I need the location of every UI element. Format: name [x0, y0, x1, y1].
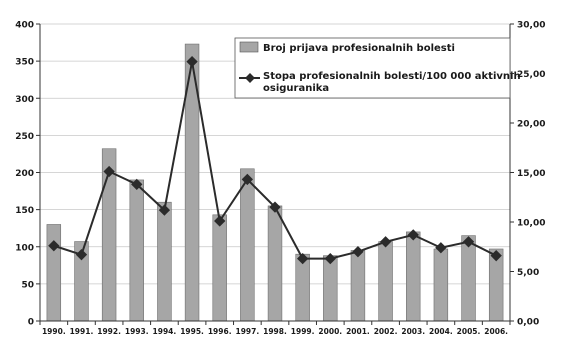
x-tick-label: 1998.: [263, 327, 287, 336]
line-point: [186, 55, 198, 68]
legend-label-bars: Broj prijava profesionalnih bolesti: [263, 43, 455, 54]
bar: [461, 235, 476, 322]
x-tick-label: 2000.: [318, 327, 342, 336]
x-tick-label: 1997.: [235, 327, 259, 336]
bar: [406, 231, 421, 322]
line-point: [214, 215, 226, 227]
line-series: [48, 55, 502, 265]
x-tick-label: 1996.: [208, 327, 232, 336]
right-tick-label: 10,00: [517, 219, 545, 229]
line-point: [296, 252, 309, 265]
left-tick-label: 400: [15, 21, 34, 31]
x-tick-label: 2005.: [457, 327, 481, 336]
left-tick-label: 250: [15, 132, 34, 142]
legend-box: [234, 37, 511, 99]
x-tick-label: 1992.: [97, 327, 121, 336]
line-point: [462, 236, 475, 248]
legend-line-marker: [245, 73, 255, 83]
line-point: [158, 204, 171, 216]
right-tick-label: 20,00: [517, 120, 545, 130]
bar: [378, 241, 393, 322]
right-tick-label: 5,00: [517, 268, 539, 278]
x-tick-label: 2001.: [346, 327, 370, 336]
bar: [350, 250, 366, 322]
line-point: [324, 252, 336, 265]
right-tick-label: 15,00: [517, 169, 545, 179]
left-tick-label: 100: [15, 243, 34, 253]
legend-bar-swatch: [239, 41, 259, 53]
right-tick-label: 25,00: [517, 70, 545, 80]
line-point: [269, 201, 281, 213]
line-point: [131, 178, 143, 191]
left-tick-label: 350: [15, 58, 34, 68]
legend-label-line: Stopa profesionalnih bolesti/100 000 akt…: [263, 71, 521, 82]
line-point: [407, 229, 419, 241]
x-tick-label: 2006.: [484, 327, 508, 336]
x-tick-label: 1993.: [125, 327, 149, 336]
tick-labels: 0 50 100 150 200 250 300 350 400 0,00 5,00 10,00 15,…: [15, 21, 545, 337]
bar: [157, 201, 172, 322]
x-tick-label: 2002.: [374, 327, 398, 336]
left-tick-label: 0: [28, 318, 34, 328]
bar: [267, 205, 283, 322]
x-tick-label: 1999.: [291, 327, 315, 336]
left-tick-label: 300: [15, 95, 34, 105]
right-tick-label: 0,00: [517, 318, 539, 328]
x-tick-label: 1995.: [180, 327, 204, 336]
x-tick-label: 2003.: [401, 327, 425, 336]
line-point: [48, 240, 60, 252]
line-point: [435, 242, 447, 254]
x-tick-label: 1990.: [42, 327, 66, 336]
line-point: [352, 246, 364, 258]
line-point: [490, 250, 502, 262]
left-tick-label: 200: [15, 169, 34, 179]
bar: [129, 179, 144, 322]
x-tick-label: 1991.: [70, 327, 94, 336]
left-tick-label: 150: [15, 206, 34, 216]
left-tick-label: 50: [21, 280, 34, 290]
right-tick-label: 30,00: [517, 21, 545, 31]
bar: [323, 255, 338, 322]
bar: [212, 214, 227, 322]
bar: [433, 248, 449, 322]
bar: [46, 224, 62, 322]
x-tick-label: 2004.: [429, 327, 453, 336]
legend: Broj prijava profesionalnih bolesti Stop…: [234, 37, 521, 99]
legend-label-line-cont: osiguranika: [263, 83, 329, 94]
x-tick-label: 1994.: [153, 327, 177, 336]
line-point: [241, 173, 254, 186]
bar: [240, 168, 255, 322]
line-point: [379, 236, 392, 248]
